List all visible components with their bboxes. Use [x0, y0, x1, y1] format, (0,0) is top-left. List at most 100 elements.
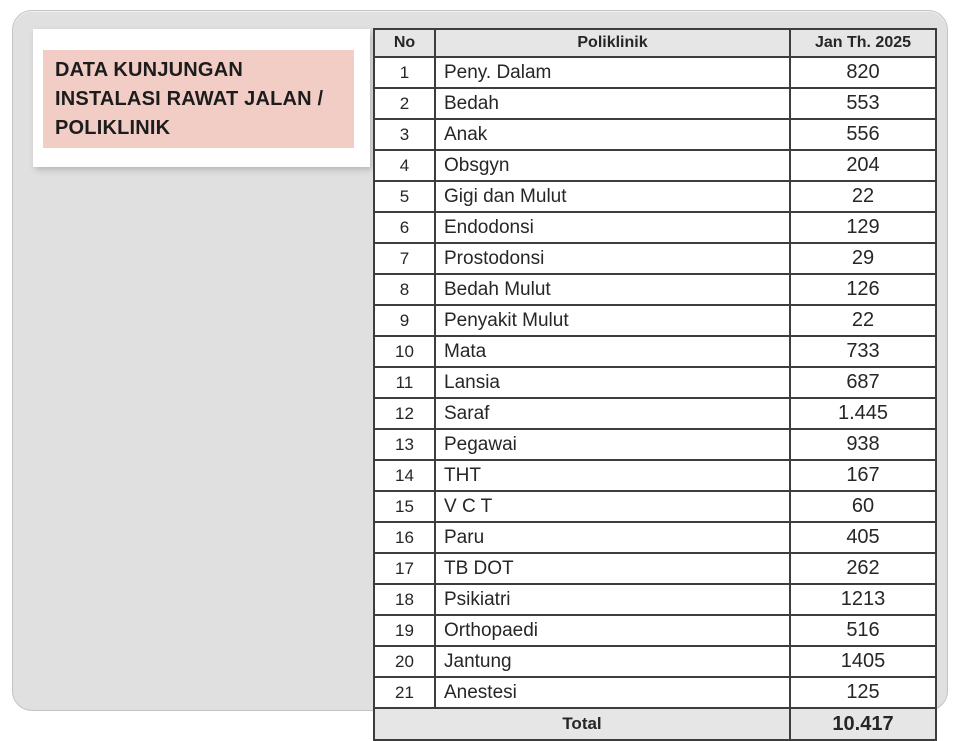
row-no: 19 [373, 614, 436, 647]
row-poliklinik: Jantung [434, 645, 791, 678]
row-value: 1405 [789, 645, 937, 678]
row-no: 16 [373, 521, 436, 554]
row-poliklinik: Penyakit Mulut [434, 304, 791, 337]
row-poliklinik: Obsgyn [434, 149, 791, 182]
row-poliklinik: Pegawai [434, 428, 791, 461]
slide-background: DATA KUNJUNGAN INSTALASI RAWAT JALAN / P… [12, 10, 948, 741]
row-value: 1.445 [789, 397, 937, 430]
row-value: 129 [789, 211, 937, 244]
row-value: 262 [789, 552, 937, 585]
row-no: 15 [373, 490, 436, 523]
row-poliklinik: Prostodonsi [434, 242, 791, 275]
row-no: 3 [373, 118, 436, 151]
table-row: 15 V C T 60 [373, 490, 937, 523]
table-body: 1 Peny. Dalam 820 2 Bedah 553 3 Anak 556 4 Obsgyn 2… [373, 56, 937, 709]
row-no: 2 [373, 87, 436, 120]
row-poliklinik: Anestesi [434, 676, 791, 709]
row-value: 938 [789, 428, 937, 461]
row-poliklinik: Gigi dan Mulut [434, 180, 791, 213]
table-row: 8 Bedah Mulut 126 [373, 273, 937, 306]
table-row: 13 Pegawai 938 [373, 428, 937, 461]
row-no: 20 [373, 645, 436, 678]
row-poliklinik: Mata [434, 335, 791, 368]
row-poliklinik: THT [434, 459, 791, 492]
total-row: Total 10.417 [373, 707, 937, 741]
row-value: 126 [789, 273, 937, 306]
row-poliklinik: Orthopaedi [434, 614, 791, 647]
row-value: 556 [789, 118, 937, 151]
title-line-2: INSTALASI RAWAT JALAN / [55, 87, 324, 110]
row-no: 5 [373, 180, 436, 213]
row-poliklinik: Saraf [434, 397, 791, 430]
table-row: 19 Orthopaedi 516 [373, 614, 937, 647]
row-no: 14 [373, 459, 436, 492]
table-row: 17 TB DOT 262 [373, 552, 937, 585]
table-row: 20 Jantung 1405 [373, 645, 937, 678]
row-poliklinik: Bedah Mulut [434, 273, 791, 306]
table-header: No Poliklinik Jan Th. 2025 [373, 28, 937, 58]
total-value: 10.417 [789, 707, 937, 741]
title-line-1: DATA KUNJUNGAN [55, 58, 243, 81]
row-no: 18 [373, 583, 436, 616]
title-line-3: POLIKLINIK [55, 116, 171, 139]
table-row: 11 Lansia 687 [373, 366, 937, 399]
row-value: 125 [789, 676, 937, 709]
row-value: 687 [789, 366, 937, 399]
row-value: 22 [789, 180, 937, 213]
row-value: 1213 [789, 583, 937, 616]
table-row: 18 Psikiatri 1213 [373, 583, 937, 616]
row-value: 516 [789, 614, 937, 647]
slide-title: DATA KUNJUNGAN INSTALASI RAWAT JALAN / P… [43, 50, 354, 148]
row-no: 21 [373, 676, 436, 709]
table-row: 14 THT 167 [373, 459, 937, 492]
row-poliklinik: Lansia [434, 366, 791, 399]
table-row: 16 Paru 405 [373, 521, 937, 554]
row-value: 820 [789, 56, 937, 89]
row-no: 13 [373, 428, 436, 461]
table-row: 3 Anak 556 [373, 118, 937, 151]
row-value: 167 [789, 459, 937, 492]
row-poliklinik: Paru [434, 521, 791, 554]
row-no: 11 [373, 366, 436, 399]
row-no: 9 [373, 304, 436, 337]
row-value: 60 [789, 490, 937, 523]
row-value: 553 [789, 87, 937, 120]
table-row: 5 Gigi dan Mulut 22 [373, 180, 937, 213]
row-no: 12 [373, 397, 436, 430]
table-row: 21 Anestesi 125 [373, 676, 937, 709]
table-row: 6 Endodonsi 129 [373, 211, 937, 244]
row-poliklinik: Peny. Dalam [434, 56, 791, 89]
table-row: 12 Saraf 1.445 [373, 397, 937, 430]
row-poliklinik: Bedah [434, 87, 791, 120]
row-no: 4 [373, 149, 436, 182]
col-header-jan-2025: Jan Th. 2025 [789, 28, 937, 58]
row-poliklinik: V C T [434, 490, 791, 523]
row-value: 29 [789, 242, 937, 275]
col-header-poliklinik: Poliklinik [434, 28, 791, 58]
table-row: 4 Obsgyn 204 [373, 149, 937, 182]
col-header-no: No [373, 28, 436, 58]
row-poliklinik: TB DOT [434, 552, 791, 585]
row-value: 204 [789, 149, 937, 182]
header-row: No Poliklinik Jan Th. 2025 [373, 28, 937, 58]
table-row: 10 Mata 733 [373, 335, 937, 368]
row-no: 1 [373, 56, 436, 89]
row-poliklinik: Endodonsi [434, 211, 791, 244]
row-value: 22 [789, 304, 937, 337]
table-row: 2 Bedah 553 [373, 87, 937, 120]
table-footer: Total 10.417 [373, 707, 937, 741]
row-no: 10 [373, 335, 436, 368]
row-no: 17 [373, 552, 436, 585]
row-value: 733 [789, 335, 937, 368]
row-poliklinik: Anak [434, 118, 791, 151]
row-no: 6 [373, 211, 436, 244]
table-row: 1 Peny. Dalam 820 [373, 56, 937, 89]
row-value: 405 [789, 521, 937, 554]
table-row: 7 Prostodonsi 29 [373, 242, 937, 275]
total-label: Total [373, 707, 791, 741]
title-card: DATA KUNJUNGAN INSTALASI RAWAT JALAN / P… [33, 29, 370, 167]
table-row: 9 Penyakit Mulut 22 [373, 304, 937, 337]
row-poliklinik: Psikiatri [434, 583, 791, 616]
row-no: 7 [373, 242, 436, 275]
poliklinik-visits-table: No Poliklinik Jan Th. 2025 1 Peny. Dalam 8… [373, 28, 937, 741]
